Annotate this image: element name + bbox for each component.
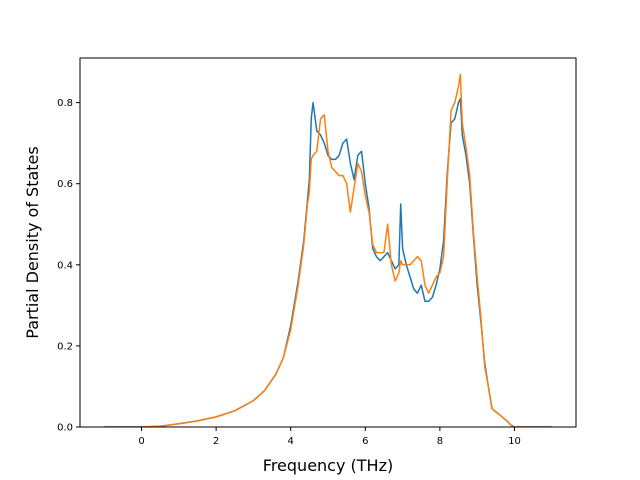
x-tick-label: 10: [508, 436, 521, 447]
x-tick-label: 2: [213, 436, 219, 447]
y-tick-label: 0.0: [57, 423, 73, 434]
x-tick-label: 8: [437, 436, 443, 447]
x-axis-ticks: 0 2 4 6 8 10: [138, 427, 521, 447]
y-tick-label: 0.6: [57, 179, 73, 190]
y-tick-label: 0.8: [57, 98, 73, 109]
series-layer: [104, 73, 552, 427]
x-tick-label: 0: [138, 436, 144, 447]
x-axis-title: Frequency (THz): [263, 456, 393, 475]
x-tick-label: 6: [362, 436, 368, 447]
series-line-2: [104, 73, 552, 427]
y-tick-label: 0.2: [57, 341, 73, 352]
y-tick-label: 0.4: [57, 260, 73, 271]
y-axis-ticks: 0.0 0.2 0.4 0.6 0.8: [57, 98, 80, 434]
x-tick-label: 4: [288, 436, 294, 447]
y-axis-title: Partial Density of States: [23, 146, 42, 338]
plot-frame: [79, 57, 577, 428]
